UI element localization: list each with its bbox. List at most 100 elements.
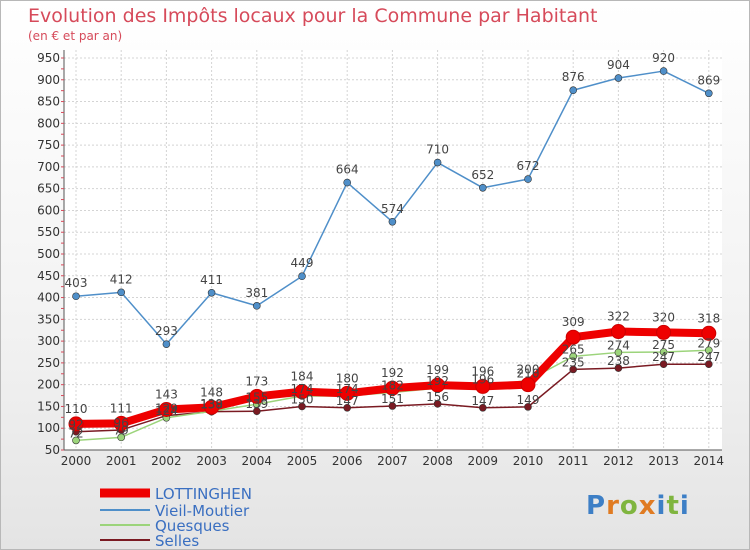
y-tick-label: 900 [37, 73, 60, 87]
data-point [204, 399, 220, 415]
data-label: 210 [517, 366, 540, 380]
data-label: 279 [697, 336, 720, 350]
data-label: 274 [607, 338, 630, 352]
logo-letter: i [679, 491, 690, 521]
data-point [252, 302, 261, 310]
logo-letter: o [619, 491, 639, 521]
data-label: 156 [426, 390, 449, 404]
data-label: 155 [245, 390, 268, 404]
x-tick-label: 2008 [422, 454, 453, 468]
data-label: 124 [155, 404, 178, 418]
data-label: 574 [381, 202, 404, 216]
legend-label: Selles [155, 532, 199, 550]
data-label: 182 [381, 379, 404, 393]
data-point [701, 325, 717, 341]
x-tick-label: 2004 [242, 454, 273, 468]
data-label: 174 [291, 382, 314, 396]
legend-label: LOTTINGHEN [155, 485, 252, 503]
y-tick-label: 300 [37, 334, 60, 348]
data-label: 79 [114, 423, 129, 437]
data-label: 148 [200, 385, 223, 399]
data-label: 192 [426, 374, 449, 388]
y-tick-label: 250 [37, 356, 60, 370]
data-point [298, 272, 306, 281]
x-tick-label: 2009 [468, 454, 499, 468]
logo-letter: t [666, 491, 680, 521]
data-label: 275 [652, 338, 675, 352]
x-tick-label: 2007 [377, 454, 408, 468]
data-point [117, 433, 125, 442]
data-label: 449 [291, 256, 314, 270]
data-point [659, 360, 668, 368]
data-point [68, 416, 84, 432]
data-label: 174 [336, 382, 359, 396]
data-point [614, 348, 623, 357]
x-tick-label: 2001 [106, 454, 137, 468]
data-label: 199 [426, 363, 449, 377]
y-tick-label: 700 [37, 160, 60, 174]
data-label: 147 [336, 394, 359, 408]
data-label: 96 [114, 416, 129, 430]
logo-letter: r [606, 491, 620, 521]
chart-title: Evolution des Impôts locaux pour la Comm… [28, 5, 598, 27]
data-label: 309 [562, 315, 585, 329]
data-point [158, 401, 174, 417]
data-point [610, 324, 626, 340]
data-point [343, 178, 352, 187]
data-point [659, 348, 668, 356]
x-tick-label: 2011 [558, 454, 589, 468]
data-label: 322 [607, 310, 630, 324]
x-tick-label: 2000 [61, 454, 92, 468]
data-label: 318 [697, 311, 720, 325]
y-tick-label: 100 [37, 421, 60, 435]
data-label: 150 [291, 392, 314, 406]
data-point [162, 340, 171, 348]
data-label: 403 [65, 276, 88, 290]
data-label: 111 [110, 401, 133, 415]
data-point [388, 402, 397, 410]
data-point [569, 365, 578, 374]
data-label: 247 [697, 350, 720, 364]
x-tick-label: 2005 [287, 454, 318, 468]
data-label: 672 [517, 159, 540, 173]
x-tick-label: 2003 [196, 454, 227, 468]
data-point [478, 183, 487, 192]
data-label: 238 [607, 354, 630, 368]
data-point [704, 360, 713, 368]
y-tick-label: 550 [37, 225, 60, 239]
data-point [339, 385, 355, 401]
x-tick-label: 2012 [603, 454, 634, 468]
data-label: 110 [65, 402, 88, 416]
data-point [343, 403, 352, 412]
data-point [113, 415, 129, 431]
data-label: 869 [697, 73, 720, 87]
data-label: 139 [245, 397, 268, 411]
data-label: 147 [471, 394, 494, 408]
data-label: 192 [381, 366, 404, 380]
data-point [478, 403, 487, 412]
data-label: 710 [426, 143, 449, 157]
legend-label: Quesques [155, 517, 230, 535]
data-point [207, 288, 216, 297]
data-point [569, 352, 578, 361]
data-label: 381 [245, 286, 268, 300]
y-tick-label: 800 [37, 116, 60, 130]
data-label: 247 [652, 350, 675, 364]
data-label: 129 [155, 402, 178, 416]
x-tick-label: 2006 [332, 454, 363, 468]
data-point [388, 217, 397, 226]
logo-letter: P [586, 491, 607, 521]
data-point [520, 377, 536, 393]
x-tick-label: 2013 [648, 454, 679, 468]
x-tick-label: 2010 [513, 454, 544, 468]
data-label: 196 [471, 364, 494, 378]
y-tick-label: 650 [37, 182, 60, 196]
data-label: 149 [517, 393, 540, 407]
y-tick-label: 350 [37, 312, 60, 326]
data-point [72, 436, 80, 445]
data-point [659, 67, 668, 75]
data-label: 92 [68, 418, 83, 432]
y-tick-label: 850 [37, 95, 60, 109]
data-point [569, 86, 578, 95]
data-label: 320 [652, 310, 675, 324]
